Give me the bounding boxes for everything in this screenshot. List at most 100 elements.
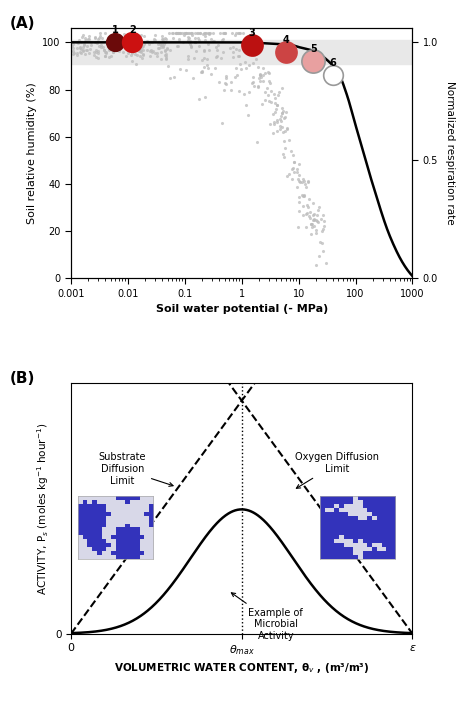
- Point: [278, 122, 285, 133]
- Point: [159, 35, 167, 46]
- Point: [129, 33, 137, 44]
- Point: [191, 52, 198, 63]
- Point: [309, 209, 317, 220]
- Point: [309, 197, 317, 208]
- Point: [79, 30, 87, 41]
- Point: [78, 32, 86, 43]
- Point: [127, 34, 134, 46]
- Point: [299, 209, 306, 220]
- Point: [109, 37, 117, 49]
- Point: [144, 36, 151, 47]
- Point: [255, 61, 262, 73]
- Point: [241, 56, 249, 68]
- Point: [291, 156, 298, 168]
- Point: [231, 71, 239, 82]
- Point: [151, 34, 158, 45]
- Point: [310, 56, 317, 67]
- Point: [169, 32, 177, 44]
- Point: [113, 44, 120, 56]
- Point: [250, 49, 258, 61]
- Point: [137, 51, 144, 62]
- Point: [216, 27, 224, 39]
- Point: [107, 50, 115, 61]
- Point: [299, 200, 306, 211]
- Point: [102, 48, 110, 59]
- Point: [133, 49, 141, 61]
- Point: [245, 31, 253, 42]
- Point: [173, 27, 180, 39]
- Point: [302, 181, 310, 192]
- Text: 4: 4: [283, 34, 289, 45]
- Point: [187, 27, 194, 39]
- Point: [128, 48, 136, 59]
- Point: [137, 35, 145, 46]
- Point: [223, 70, 230, 82]
- Point: [207, 33, 215, 44]
- Point: [85, 34, 93, 45]
- Point: [141, 38, 148, 49]
- Point: [139, 49, 146, 60]
- Point: [213, 44, 221, 56]
- Point: [253, 46, 260, 58]
- Point: [137, 43, 144, 54]
- Point: [136, 46, 143, 57]
- Point: [287, 145, 294, 156]
- Point: [171, 72, 178, 83]
- Point: [302, 208, 310, 220]
- Point: [185, 27, 193, 39]
- Point: [211, 62, 219, 73]
- Point: [295, 175, 303, 187]
- Point: [100, 44, 108, 56]
- Point: [319, 246, 327, 257]
- Point: [235, 85, 242, 96]
- Point: [175, 27, 182, 39]
- Point: [245, 39, 253, 51]
- Point: [166, 72, 174, 83]
- Point: [310, 220, 318, 232]
- Point: [146, 51, 154, 62]
- Point: [191, 27, 199, 39]
- Point: [137, 29, 145, 40]
- Point: [73, 48, 81, 59]
- Point: [187, 40, 195, 51]
- Point: [294, 173, 302, 184]
- Point: [201, 52, 208, 63]
- Point: [73, 42, 81, 54]
- Point: [155, 38, 162, 49]
- Point: [158, 30, 166, 42]
- Point: [245, 46, 252, 58]
- Point: [273, 115, 281, 126]
- Point: [175, 34, 183, 45]
- Point: [314, 216, 322, 227]
- Point: [115, 45, 123, 56]
- Point: [278, 102, 286, 113]
- Point: [108, 32, 116, 44]
- Point: [277, 115, 284, 127]
- Point: [320, 220, 328, 232]
- Point: [91, 36, 98, 47]
- Point: [280, 105, 287, 116]
- Point: [191, 37, 199, 48]
- Point: [298, 189, 306, 201]
- Point: [166, 44, 173, 56]
- Point: [215, 77, 223, 88]
- Point: [137, 44, 145, 56]
- Point: [104, 40, 112, 51]
- Point: [94, 33, 101, 44]
- Point: [109, 46, 117, 58]
- Point: [312, 214, 319, 225]
- Point: [137, 46, 144, 57]
- Point: [279, 126, 286, 137]
- Point: [83, 40, 91, 51]
- Point: [281, 143, 289, 154]
- Point: [245, 86, 253, 97]
- Point: [214, 51, 221, 62]
- Point: [73, 49, 81, 61]
- Point: [69, 45, 76, 56]
- Point: [276, 120, 284, 132]
- Point: [329, 70, 337, 81]
- Point: [76, 46, 84, 57]
- Point: [186, 35, 194, 46]
- Text: 5: 5: [310, 44, 317, 54]
- Point: [265, 95, 273, 106]
